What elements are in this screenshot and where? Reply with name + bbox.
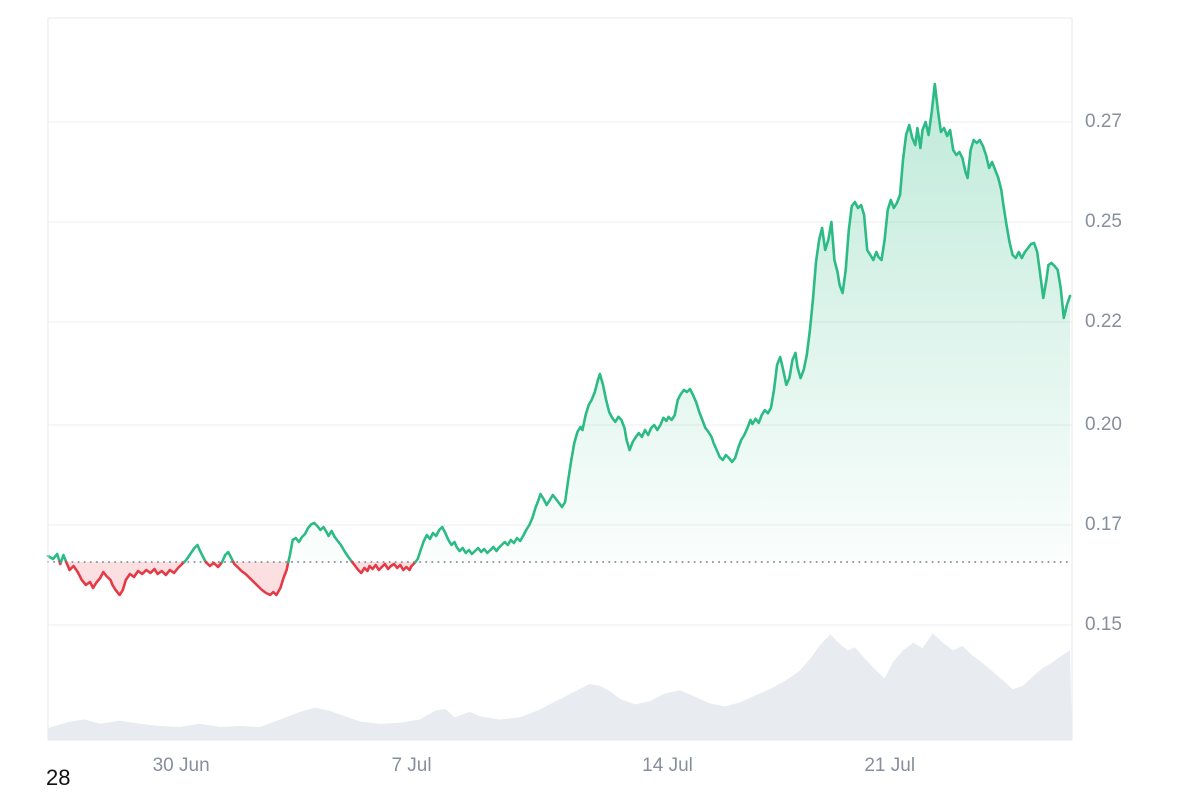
y-axis-tick: 0.17 (1085, 514, 1122, 535)
x-axis-tick: 21 Jul (864, 755, 916, 776)
x-axis-tick: 30 Jun (152, 755, 210, 776)
y-axis-tick: 0.27 (1085, 111, 1122, 132)
y-axis-tick: 0.20 (1085, 414, 1122, 435)
x-axis-tick: 14 Jul (642, 755, 693, 776)
y-axis-tick: 0.15 (1085, 614, 1122, 635)
partial-date-label: 28 (46, 765, 71, 790)
y-axis-tick: 0.25 (1085, 211, 1122, 232)
x-axis-tick: 7 Jul (391, 755, 432, 776)
y-axis-tick: 0.22 (1085, 311, 1122, 332)
